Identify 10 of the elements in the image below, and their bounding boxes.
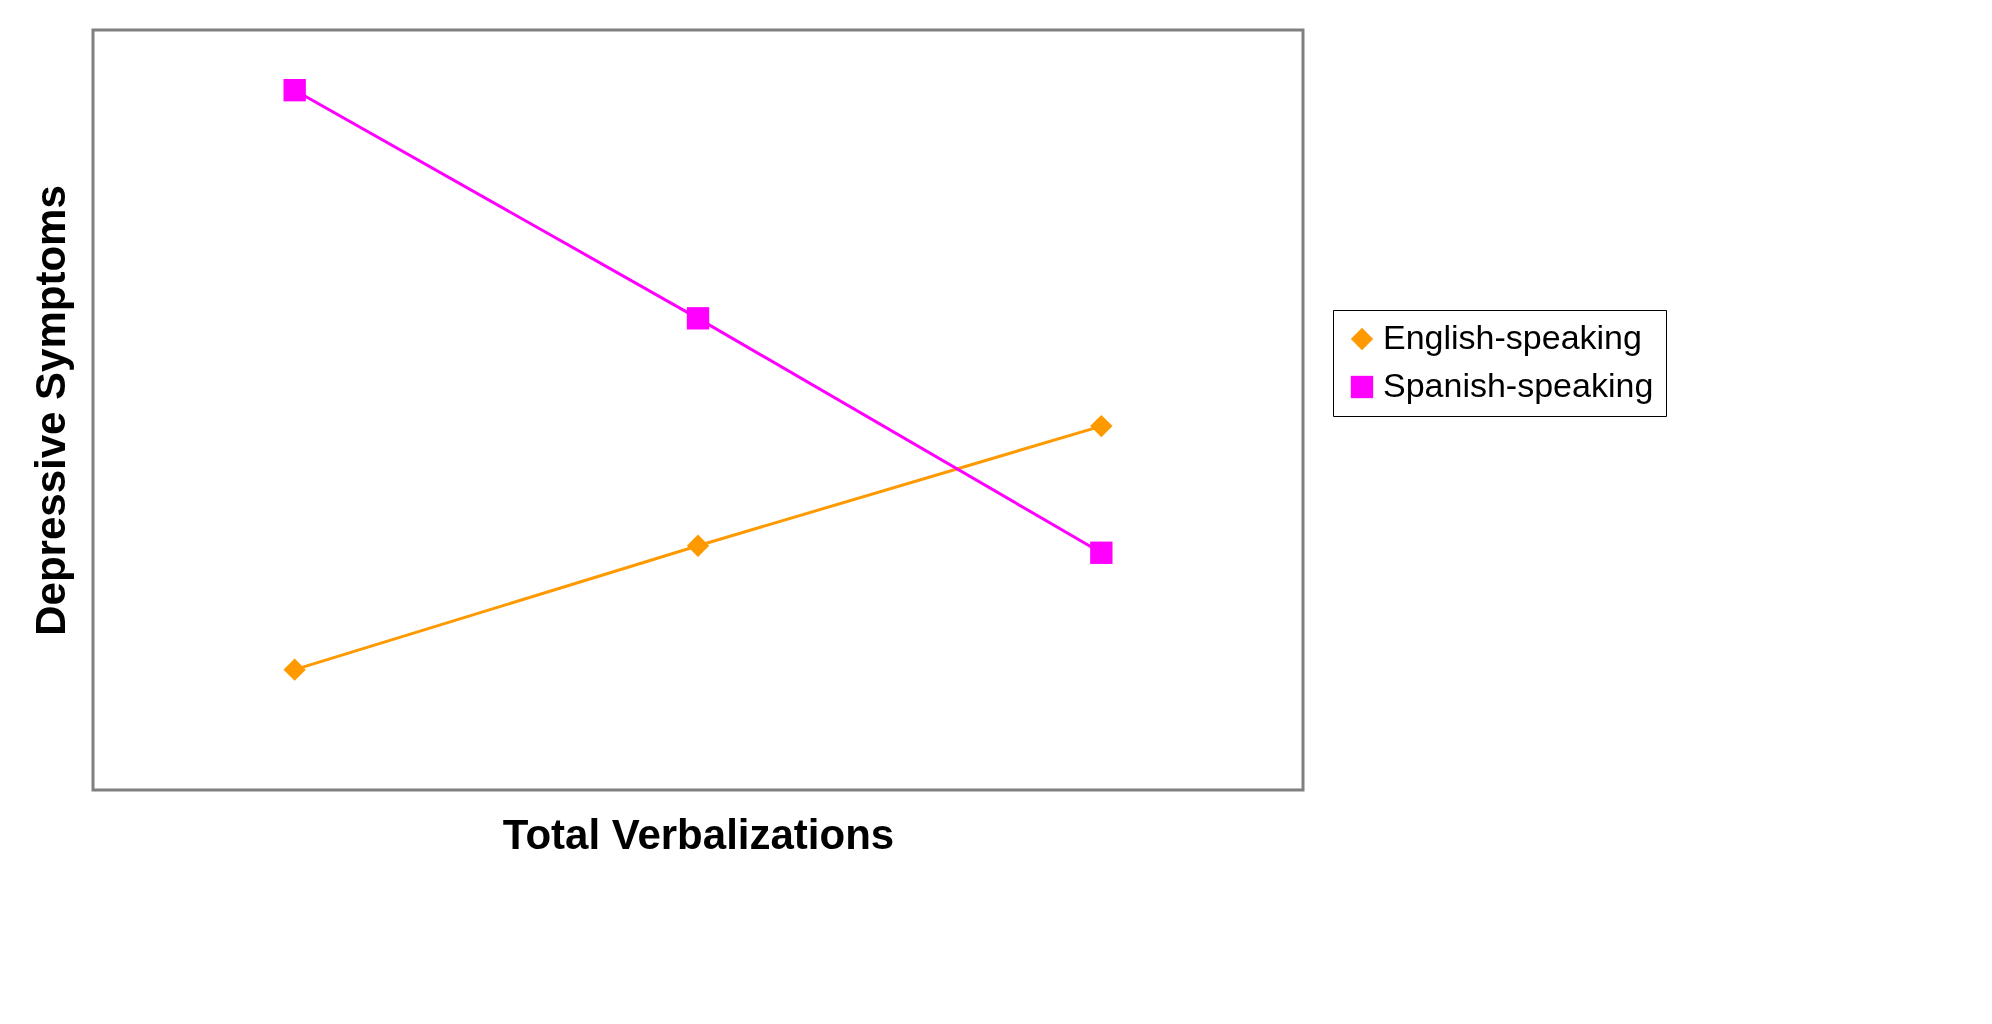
legend-label: English-speaking <box>1383 318 1642 356</box>
point <box>1090 414 1113 438</box>
x-axis-title: Total Verbalizations <box>502 810 895 858</box>
legend-label: Spanish-speaking <box>1383 366 1654 404</box>
point <box>283 79 306 102</box>
point <box>686 307 710 330</box>
y-axis-title: Depressive Symptoms <box>26 185 74 636</box>
point <box>1090 541 1113 564</box>
point <box>686 534 710 557</box>
point <box>283 658 306 681</box>
